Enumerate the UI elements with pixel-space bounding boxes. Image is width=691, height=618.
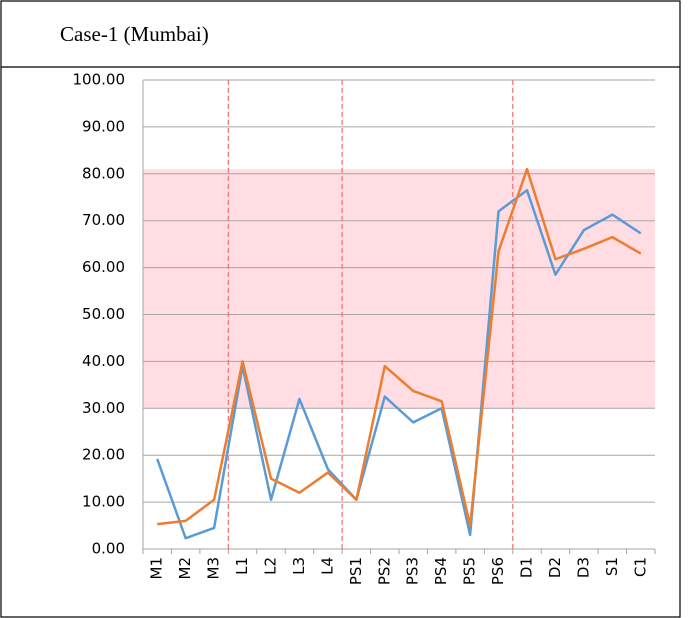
y-tick-label: 40.00 xyxy=(82,352,125,370)
x-tick-label: PS3 xyxy=(404,557,422,585)
x-tick-label: L3 xyxy=(290,557,308,575)
y-tick-label: 100.00 xyxy=(73,71,126,89)
x-tick-label: D1 xyxy=(518,557,536,578)
x-tick-label: M2 xyxy=(176,557,194,580)
shaded-band xyxy=(143,169,655,409)
y-tick-label: 30.00 xyxy=(82,399,125,417)
x-tick-label: C1 xyxy=(631,557,649,577)
x-tick-label: PS5 xyxy=(461,557,479,585)
x-tick-label: D2 xyxy=(546,557,564,578)
x-tick-label: PS2 xyxy=(375,557,393,585)
x-tick-label: L4 xyxy=(318,557,336,575)
x-tick-label: L2 xyxy=(262,557,280,575)
series-line xyxy=(156,188,642,540)
x-tick-label: D3 xyxy=(574,557,592,578)
y-tick-label: 70.00 xyxy=(82,211,125,229)
y-tick-label: 90.00 xyxy=(82,117,125,135)
y-tick-label: 0.00 xyxy=(92,540,125,558)
y-tick-label: 50.00 xyxy=(82,305,125,323)
y-tick-label: 10.00 xyxy=(82,493,125,511)
x-tick-label: PS6 xyxy=(489,557,507,585)
x-tick-label: PS4 xyxy=(432,557,450,585)
x-tick-label: PS1 xyxy=(347,557,365,585)
x-tick-label: M3 xyxy=(205,557,223,580)
x-tick-label: L1 xyxy=(233,557,251,575)
x-tick-label: S1 xyxy=(603,557,621,576)
chart-title: Case-1 (Mumbai) xyxy=(60,22,209,46)
y-tick-label: 60.00 xyxy=(82,258,125,276)
y-tick-label: 80.00 xyxy=(82,164,125,182)
y-tick-label: 20.00 xyxy=(82,446,125,464)
series-line xyxy=(157,167,642,527)
x-tick-label: M1 xyxy=(148,557,166,580)
